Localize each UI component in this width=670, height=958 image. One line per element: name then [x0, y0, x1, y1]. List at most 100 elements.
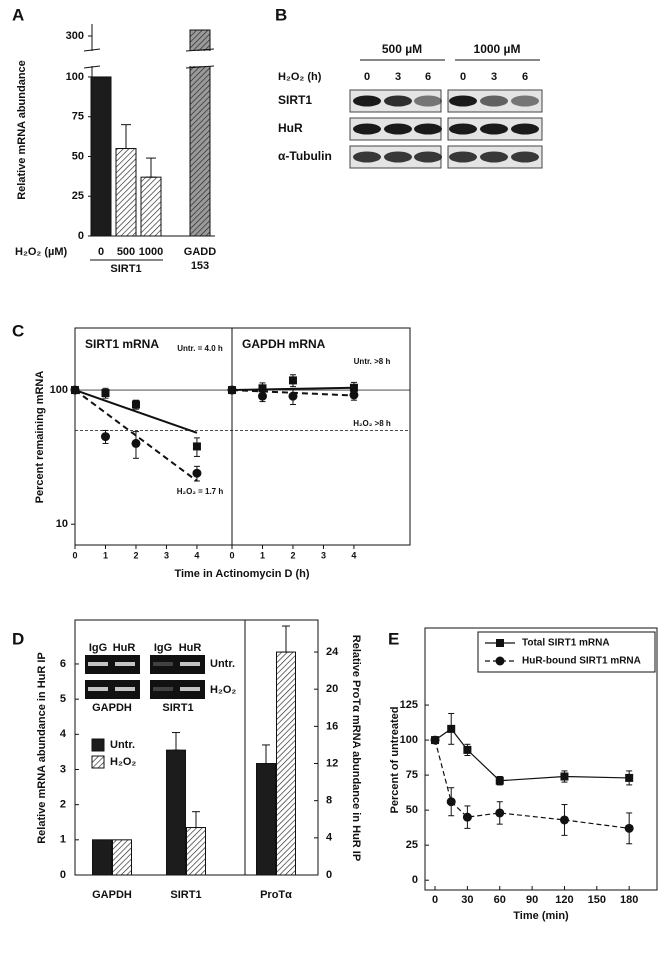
- axis-break-line: [83, 48, 101, 52]
- marker: [101, 389, 110, 398]
- gel: [150, 655, 205, 674]
- axis-break-line: [83, 65, 101, 69]
- time-label: H₂O₂ (h): [278, 71, 322, 83]
- gel: [150, 680, 205, 699]
- blot-band: [384, 151, 412, 163]
- inset-lane-label: IgG: [154, 642, 172, 654]
- time-label-value: 0: [364, 71, 370, 83]
- y-tick-label: 3: [60, 763, 66, 775]
- fit-line: [74, 389, 198, 434]
- inset-lane-label: HuR: [113, 642, 136, 654]
- y2-tick-label: 20: [326, 683, 338, 695]
- time-label-value: 3: [491, 71, 497, 83]
- y-tick-label: 300: [66, 30, 84, 42]
- blot-band: [384, 95, 412, 107]
- blot-row-label: HuR: [278, 121, 303, 135]
- dose-label: 500 µM: [382, 42, 422, 56]
- y-tick-label: 0: [412, 874, 418, 886]
- marker: [192, 468, 202, 478]
- blot-row-label: SIRT1: [278, 93, 312, 107]
- bar: [166, 749, 186, 876]
- y2-tick-label: 16: [326, 720, 338, 732]
- marker: [430, 735, 440, 745]
- blot-band: [414, 123, 442, 135]
- x-tick-label: 0: [229, 550, 234, 560]
- x-axis-label: Time in Actinomycin D (h): [174, 568, 309, 580]
- blot-band: [449, 123, 477, 135]
- y-tick-label: 25: [406, 839, 418, 851]
- bar: [115, 148, 137, 237]
- blot-band: [480, 151, 508, 163]
- axis-break-gap: [84, 51, 100, 66]
- y-tick-label: 75: [406, 769, 418, 781]
- plot-frame: [231, 327, 411, 546]
- gel-band: [180, 687, 200, 691]
- blot-band: [480, 123, 508, 135]
- marker: [463, 745, 472, 754]
- y2-tick-label: 12: [326, 757, 338, 769]
- blot-band: [511, 151, 539, 163]
- y-tick-label: 50: [72, 150, 84, 162]
- marker: [560, 772, 569, 781]
- blot-band: [511, 123, 539, 135]
- panel-label: E: [388, 629, 399, 648]
- x-axis-label: Time (min): [513, 910, 569, 922]
- error-bar: [121, 124, 131, 150]
- x-tick-label: 1000: [139, 246, 163, 258]
- inset-lane-label: IgG: [89, 642, 107, 654]
- x-tick-label: 1: [260, 550, 265, 560]
- x-tick-label: 0: [432, 894, 438, 906]
- y-axis-label: Percent of untreated: [389, 707, 401, 814]
- y2-tick-label: 0: [326, 869, 332, 881]
- y-tick-label: 75: [72, 111, 84, 123]
- marker: [257, 391, 267, 401]
- blot-band: [353, 95, 381, 107]
- y-tick-label: 25: [72, 190, 84, 202]
- y-tick-label: 2: [60, 799, 66, 811]
- x-tick-label: GAPDH: [92, 889, 132, 901]
- error-bar: [262, 744, 270, 765]
- y-tick-label: 0: [78, 230, 84, 242]
- x-tick-label: GADD 153: [184, 246, 216, 272]
- y-tick-label: 100: [400, 734, 418, 746]
- x-tick-label: 2: [133, 550, 138, 560]
- blot-band: [480, 95, 508, 107]
- legend-label: H₂O₂: [110, 756, 136, 768]
- blot-band: [353, 123, 381, 135]
- inset-row-label: H₂O₂: [210, 684, 236, 696]
- x-tick-label: 2: [290, 550, 295, 560]
- y-tick-label: 100: [66, 71, 84, 83]
- plot-frame: [74, 327, 233, 546]
- group-label: SIRT1: [110, 263, 141, 275]
- x-tick-label: SIRT1: [170, 889, 201, 901]
- y-tick-label: 5: [60, 693, 66, 705]
- inset-gene-label: GAPDH: [92, 702, 132, 714]
- blot-band: [353, 151, 381, 163]
- time-label-value: 6: [522, 71, 528, 83]
- series-line: [434, 728, 630, 782]
- x-tick-label: 0: [98, 246, 104, 258]
- y-tick-label: 4: [60, 728, 67, 740]
- legend-marker: [496, 639, 504, 647]
- gel-band: [88, 687, 108, 691]
- bar: [112, 839, 132, 876]
- axis-break-gap: [186, 51, 214, 66]
- bar: [90, 76, 112, 237]
- y-tick-label: 125: [400, 699, 418, 711]
- x-tick-label: ProTα: [260, 889, 292, 901]
- gel-band: [180, 662, 200, 666]
- error-bar: [282, 625, 290, 653]
- y-tick-label: 6: [60, 658, 66, 670]
- inset-gene-label: SIRT1: [162, 702, 193, 714]
- x-tick-label: 30: [461, 894, 473, 906]
- error-bar: [192, 811, 200, 829]
- x-tick-label: 4: [194, 550, 199, 560]
- y-axis-label: Relative mRNA abundance in HuR IP: [36, 652, 48, 844]
- y2-tick-label: 8: [326, 795, 332, 807]
- marker: [447, 724, 456, 733]
- gel-band: [153, 662, 173, 666]
- x-tick-label: 500: [117, 246, 135, 258]
- marker: [70, 385, 80, 395]
- time-label-value: 3: [395, 71, 401, 83]
- marker: [495, 808, 505, 818]
